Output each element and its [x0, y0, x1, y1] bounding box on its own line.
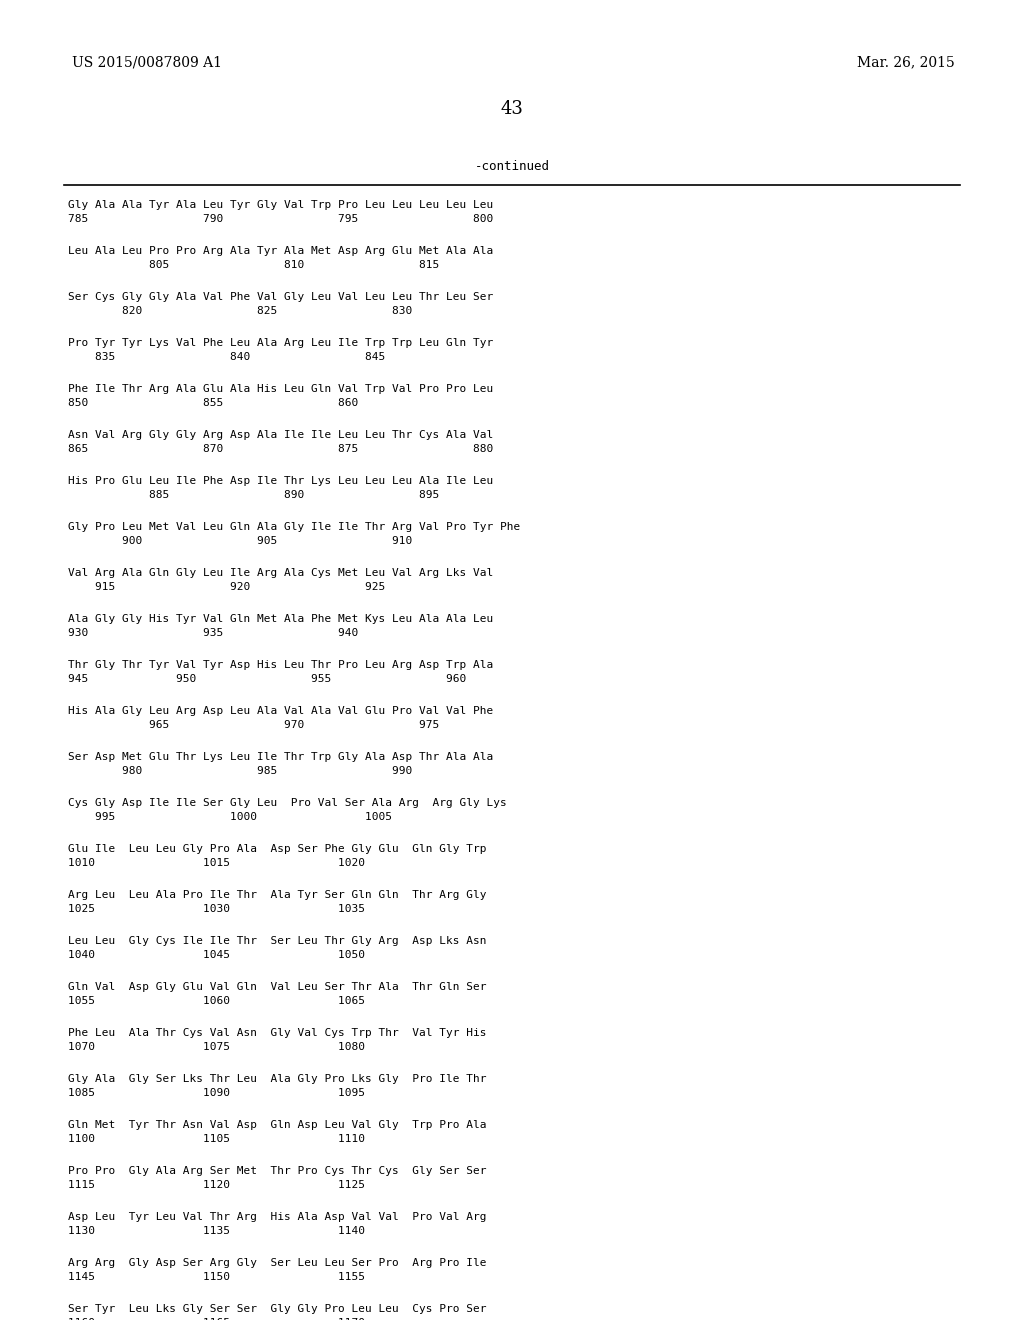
Text: 1085                1090                1095: 1085 1090 1095 [68, 1088, 365, 1098]
Text: 785                 790                 795                 800: 785 790 795 800 [68, 214, 494, 224]
Text: 1115                1120                1125: 1115 1120 1125 [68, 1180, 365, 1191]
Text: His Pro Glu Leu Ile Phe Asp Ile Thr Lys Leu Leu Leu Ala Ile Leu: His Pro Glu Leu Ile Phe Asp Ile Thr Lys … [68, 477, 494, 486]
Text: US 2015/0087809 A1: US 2015/0087809 A1 [72, 55, 222, 69]
Text: Glu Ile  Leu Leu Gly Pro Ala  Asp Ser Phe Gly Glu  Gln Gly Trp: Glu Ile Leu Leu Gly Pro Ala Asp Ser Phe … [68, 843, 486, 854]
Text: Gln Val  Asp Gly Glu Val Gln  Val Leu Ser Thr Ala  Thr Gln Ser: Gln Val Asp Gly Glu Val Gln Val Leu Ser … [68, 982, 486, 993]
Text: Ser Asp Met Glu Thr Lys Leu Ile Thr Trp Gly Ala Asp Thr Ala Ala: Ser Asp Met Glu Thr Lys Leu Ile Thr Trp … [68, 752, 494, 762]
Text: 850                 855                 860: 850 855 860 [68, 399, 358, 408]
Text: 930                 935                 940: 930 935 940 [68, 628, 358, 638]
Text: 900                 905                 910: 900 905 910 [68, 536, 413, 546]
Text: 1055                1060                1065: 1055 1060 1065 [68, 997, 365, 1006]
Text: 945             950                 955                 960: 945 950 955 960 [68, 675, 466, 684]
Text: 1130                1135                1140: 1130 1135 1140 [68, 1226, 365, 1236]
Text: Ser Tyr  Leu Lks Gly Ser Ser  Gly Gly Pro Leu Leu  Cys Pro Ser: Ser Tyr Leu Lks Gly Ser Ser Gly Gly Pro … [68, 1304, 486, 1313]
Text: Phe Leu  Ala Thr Cys Val Asn  Gly Val Cys Trp Thr  Val Tyr His: Phe Leu Ala Thr Cys Val Asn Gly Val Cys … [68, 1028, 486, 1038]
Text: 1070                1075                1080: 1070 1075 1080 [68, 1041, 365, 1052]
Text: 915                 920                 925: 915 920 925 [68, 582, 385, 591]
Text: 1100                1105                1110: 1100 1105 1110 [68, 1134, 365, 1144]
Text: Arg Leu  Leu Ala Pro Ile Thr  Ala Tyr Ser Gln Gln  Thr Arg Gly: Arg Leu Leu Ala Pro Ile Thr Ala Tyr Ser … [68, 890, 486, 900]
Text: 965                 970                 975: 965 970 975 [68, 719, 439, 730]
Text: 980                 985                 990: 980 985 990 [68, 766, 413, 776]
Text: 805                 810                 815: 805 810 815 [68, 260, 439, 271]
Text: 885                 890                 895: 885 890 895 [68, 490, 439, 500]
Text: Gly Ala Ala Tyr Ala Leu Tyr Gly Val Trp Pro Leu Leu Leu Leu Leu: Gly Ala Ala Tyr Ala Leu Tyr Gly Val Trp … [68, 201, 494, 210]
Text: Gly Ala  Gly Ser Lks Thr Leu  Ala Gly Pro Lks Gly  Pro Ile Thr: Gly Ala Gly Ser Lks Thr Leu Ala Gly Pro … [68, 1074, 486, 1084]
Text: Pro Pro  Gly Ala Arg Ser Met  Thr Pro Cys Thr Cys  Gly Ser Ser: Pro Pro Gly Ala Arg Ser Met Thr Pro Cys … [68, 1166, 486, 1176]
Text: Arg Arg  Gly Asp Ser Arg Gly  Ser Leu Leu Ser Pro  Arg Pro Ile: Arg Arg Gly Asp Ser Arg Gly Ser Leu Leu … [68, 1258, 486, 1269]
Text: Cys Gly Asp Ile Ile Ser Gly Leu  Pro Val Ser Ala Arg  Arg Gly Lys: Cys Gly Asp Ile Ile Ser Gly Leu Pro Val … [68, 799, 507, 808]
Text: 43: 43 [501, 100, 523, 117]
Text: Phe Ile Thr Arg Ala Glu Ala His Leu Gln Val Trp Val Pro Pro Leu: Phe Ile Thr Arg Ala Glu Ala His Leu Gln … [68, 384, 494, 393]
Text: 1160                1165                1170: 1160 1165 1170 [68, 1317, 365, 1320]
Text: Val Arg Ala Gln Gly Leu Ile Arg Ala Cys Met Leu Val Arg Lks Val: Val Arg Ala Gln Gly Leu Ile Arg Ala Cys … [68, 568, 494, 578]
Text: Ser Cys Gly Gly Ala Val Phe Val Gly Leu Val Leu Leu Thr Leu Ser: Ser Cys Gly Gly Ala Val Phe Val Gly Leu … [68, 292, 494, 302]
Text: 1025                1030                1035: 1025 1030 1035 [68, 904, 365, 913]
Text: Leu Leu  Gly Cys Ile Ile Thr  Ser Leu Thr Gly Arg  Asp Lks Asn: Leu Leu Gly Cys Ile Ile Thr Ser Leu Thr … [68, 936, 486, 946]
Text: 865                 870                 875                 880: 865 870 875 880 [68, 444, 494, 454]
Text: Pro Tyr Tyr Lys Val Phe Leu Ala Arg Leu Ile Trp Trp Leu Gln Tyr: Pro Tyr Tyr Lys Val Phe Leu Ala Arg Leu … [68, 338, 494, 348]
Text: 1040                1045                1050: 1040 1045 1050 [68, 950, 365, 960]
Text: Mar. 26, 2015: Mar. 26, 2015 [857, 55, 955, 69]
Text: -continued: -continued [474, 160, 550, 173]
Text: Ala Gly Gly His Tyr Val Gln Met Ala Phe Met Kys Leu Ala Ala Leu: Ala Gly Gly His Tyr Val Gln Met Ala Phe … [68, 614, 494, 624]
Text: Gln Met  Tyr Thr Asn Val Asp  Gln Asp Leu Val Gly  Trp Pro Ala: Gln Met Tyr Thr Asn Val Asp Gln Asp Leu … [68, 1119, 486, 1130]
Text: 995                 1000                1005: 995 1000 1005 [68, 812, 392, 822]
Text: Asp Leu  Tyr Leu Val Thr Arg  His Ala Asp Val Val  Pro Val Arg: Asp Leu Tyr Leu Val Thr Arg His Ala Asp … [68, 1212, 486, 1222]
Text: Asn Val Arg Gly Gly Arg Asp Ala Ile Ile Leu Leu Thr Cys Ala Val: Asn Val Arg Gly Gly Arg Asp Ala Ile Ile … [68, 430, 494, 440]
Text: Gly Pro Leu Met Val Leu Gln Ala Gly Ile Ile Thr Arg Val Pro Tyr Phe: Gly Pro Leu Met Val Leu Gln Ala Gly Ile … [68, 521, 520, 532]
Text: 1010                1015                1020: 1010 1015 1020 [68, 858, 365, 869]
Text: 1145                1150                1155: 1145 1150 1155 [68, 1272, 365, 1282]
Text: His Ala Gly Leu Arg Asp Leu Ala Val Ala Val Glu Pro Val Val Phe: His Ala Gly Leu Arg Asp Leu Ala Val Ala … [68, 706, 494, 715]
Text: 820                 825                 830: 820 825 830 [68, 306, 413, 315]
Text: Thr Gly Thr Tyr Val Tyr Asp His Leu Thr Pro Leu Arg Asp Trp Ala: Thr Gly Thr Tyr Val Tyr Asp His Leu Thr … [68, 660, 494, 671]
Text: 835                 840                 845: 835 840 845 [68, 352, 385, 362]
Text: Leu Ala Leu Pro Pro Arg Ala Tyr Ala Met Asp Arg Glu Met Ala Ala: Leu Ala Leu Pro Pro Arg Ala Tyr Ala Met … [68, 246, 494, 256]
